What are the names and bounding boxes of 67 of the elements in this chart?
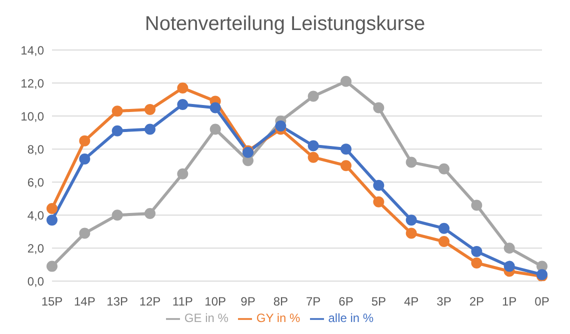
point: [308, 90, 319, 102]
point: [112, 125, 123, 136]
y-tick-label: 8,0: [27, 142, 44, 156]
point: [308, 152, 319, 163]
point: [210, 102, 221, 114]
point: [79, 228, 90, 239]
point: [46, 214, 58, 226]
point: [79, 135, 90, 146]
x-tick-label: 13P: [106, 294, 128, 309]
point: [340, 160, 352, 172]
x-tick-label: 12P: [139, 294, 161, 309]
y-tick-label: 2,0: [27, 241, 44, 256]
point: [144, 104, 156, 115]
y-tick-label: 6,0: [27, 175, 44, 190]
point: [373, 196, 384, 208]
x-tick-label: 3P: [436, 294, 452, 309]
x-tick-label: 7P: [306, 294, 321, 309]
point: [373, 102, 384, 114]
point: [471, 258, 482, 269]
x-tick-label: 4P: [404, 294, 419, 309]
point: [504, 260, 515, 272]
x-tick-label: 2P: [469, 294, 484, 309]
point: [177, 98, 188, 110]
x-tick-label: 10P: [204, 294, 226, 309]
point: [210, 124, 221, 135]
point: [406, 156, 417, 168]
x-tick-label: 15P: [41, 294, 63, 309]
point: [177, 82, 188, 94]
y-tick-label: 0,0: [27, 274, 44, 288]
point: [79, 153, 90, 164]
point: [275, 120, 286, 132]
y-tick-label: 14,0: [20, 43, 44, 58]
point: [112, 106, 123, 117]
x-tick-label: 1P: [502, 294, 517, 309]
legend-label: GE in %: [184, 311, 228, 326]
point: [438, 222, 450, 234]
point: [177, 168, 188, 180]
x-tick-label: 0P: [534, 294, 550, 309]
point: [406, 214, 417, 226]
point: [373, 180, 384, 191]
x-tick-label: 9P: [240, 294, 256, 309]
point: [504, 242, 515, 254]
y-tick-label: 4,0: [27, 208, 44, 222]
y-tick-label: 12,0: [20, 76, 44, 90]
point: [46, 203, 58, 214]
point: [340, 76, 352, 87]
x-tick-label: 11P: [172, 294, 193, 309]
x-tick-label: 5P: [371, 294, 386, 309]
point: [144, 124, 156, 135]
point: [144, 208, 156, 219]
y-tick-label: 10,0: [20, 109, 44, 124]
point: [46, 260, 58, 272]
point: [340, 144, 352, 155]
x-tick-label: 14P: [74, 294, 96, 309]
point: [438, 236, 450, 248]
legend-label: alle in %: [328, 311, 374, 326]
point: [536, 260, 548, 272]
legend-label: GY in %: [256, 311, 300, 326]
x-tick-label: 6P: [338, 294, 354, 309]
point: [406, 228, 417, 239]
point: [471, 246, 482, 257]
point: [112, 210, 123, 221]
chart-title: Notenverteilung Leistungskurse: [144, 12, 426, 37]
point: [308, 140, 319, 152]
point: [438, 163, 450, 174]
point: [471, 200, 482, 211]
x-tick-label: 8P: [273, 294, 288, 309]
